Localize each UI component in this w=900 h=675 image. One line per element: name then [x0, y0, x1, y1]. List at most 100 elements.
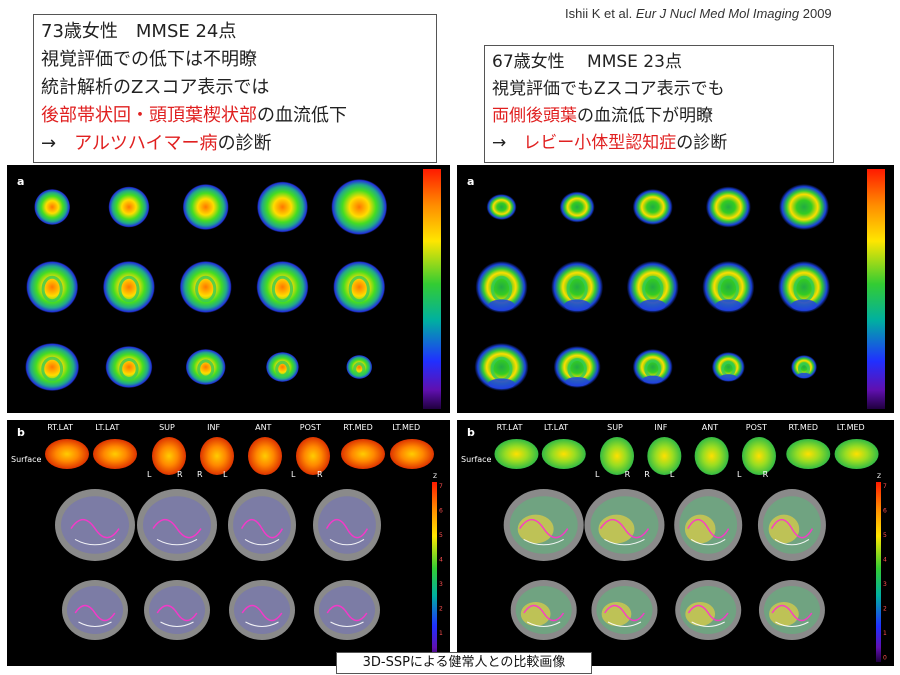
left-case-line4: 後部帯状回・頭頂葉楔状部の血流低下: [41, 102, 436, 130]
surface-view-1: [93, 439, 137, 469]
left-case-line3: 統計解析のZスコア表示では: [41, 77, 270, 98]
z-tick-1: 1: [439, 630, 443, 637]
view-label-lt-med: LT.MED: [392, 423, 420, 432]
slice-2-2: [185, 349, 226, 385]
z-tick-5: 5: [883, 532, 887, 539]
left-3dssp-panel: b Surface RT.LAT LT.LAT SUP INF ANT POST RT.MED L…: [7, 420, 450, 666]
citation: Ishii K et al. Eur J Nucl Med Mol Imagin…: [565, 6, 832, 21]
right-diagnosis-rest: の診断: [676, 133, 728, 153]
slice-1-3: [702, 261, 755, 313]
surface-view-6: [341, 439, 385, 469]
right-case-line4: → レビー小体型認知症の診断: [492, 130, 833, 157]
left-finding-rest: の血流低下: [257, 105, 347, 126]
view-label-rt-med: RT.MED: [343, 423, 373, 432]
left-diagnosis-rest: の診断: [217, 133, 272, 154]
right-finding: 両側後頭葉: [492, 106, 577, 126]
surface-view-4: [248, 437, 282, 475]
color-scale-bar: [423, 169, 441, 409]
view-label-inf: INF: [207, 423, 220, 432]
view-label-post: POST: [300, 423, 321, 432]
right-spect-slices-panel: a: [457, 165, 894, 413]
view-label-post: POST: [746, 423, 767, 432]
slice-1-3: [256, 261, 309, 313]
surface-view-3: [647, 437, 682, 475]
z-tick-0: 0: [883, 655, 887, 662]
lr-label-1: R: [625, 470, 631, 479]
slice-0-1: [108, 186, 150, 228]
z-tick-1: 1: [883, 630, 887, 637]
slice-2-4: [346, 355, 373, 379]
lr-label-2: R: [644, 470, 650, 479]
z-tick-3: 3: [439, 581, 443, 588]
slice-0-0: [34, 189, 71, 225]
left-arrow: →: [41, 133, 75, 154]
slice-0-4: [779, 184, 830, 230]
view-label-rt-med: RT.MED: [788, 423, 818, 432]
right-case-line1: 67歳女性 MMSE 23点: [492, 52, 682, 72]
view-label-rt-lat: RT.LAT: [47, 423, 73, 432]
z-tick-2: 2: [439, 606, 443, 613]
right-3dssp-image: b Surface RT.LAT LT.LAT SUP INF ANT POST RT.MED L…: [461, 423, 887, 662]
lr-label-4: L: [291, 470, 296, 479]
slice-0-3: [256, 181, 308, 233]
right-diagnosis: レビー小体型認知症: [523, 133, 677, 153]
surface-view-5: [296, 437, 330, 475]
z-tick-5: 5: [439, 532, 443, 539]
surface-view-6: [786, 439, 831, 469]
z-tick-6: 6: [439, 508, 443, 515]
lr-label-1: R: [177, 470, 183, 479]
color-scale-bar: [867, 169, 885, 409]
view-label-rt-lat: RT.LAT: [497, 423, 523, 432]
slice-2-1: [105, 346, 153, 388]
left-spect-slices-image: a: [17, 169, 441, 409]
view-label-sup: SUP: [159, 423, 175, 432]
z-tick-7: 7: [883, 483, 887, 490]
right-spect-slices-image: a: [467, 169, 885, 409]
slice-2-0: [25, 343, 80, 391]
surface-view-2: [152, 437, 186, 475]
slice-0-4: [331, 179, 388, 235]
left-spect-slices-panel: a: [7, 165, 450, 413]
surface-label: Surface: [461, 455, 492, 464]
surface-view-3: [200, 437, 234, 475]
slice-2-0: [474, 343, 529, 391]
left-case-line1: 73歳女性 MMSE 24点: [41, 21, 237, 42]
lr-label-0: L: [147, 470, 152, 479]
left-diagnosis: アルツハイマー病: [74, 133, 218, 154]
view-label-inf: INF: [654, 423, 667, 432]
z-label: Z: [877, 473, 881, 480]
right-finding-rest: の血流低下が明瞭: [577, 106, 713, 126]
slice-2-3: [711, 352, 745, 382]
slice-1-2: [626, 261, 679, 313]
right-arrow: →: [492, 133, 524, 153]
view-label-ant: ANT: [255, 423, 271, 432]
slice-0-0: [486, 194, 517, 220]
slice-1-0: [26, 261, 79, 313]
right-case-line3: 両側後頭葉の血流低下が明瞭: [492, 103, 833, 130]
left-case-description: 73歳女性 MMSE 24点 視覚評価での低下は不明瞭 統計解析のZスコア表示で…: [33, 14, 437, 163]
citation-journal: Eur J Nucl Med Mol Imaging: [635, 6, 800, 21]
slice-0-1: [559, 191, 595, 223]
surface-view-7: [834, 439, 879, 469]
lr-label-2: R: [197, 470, 203, 479]
slice-1-4: [778, 261, 831, 313]
surface-label: Surface: [11, 455, 42, 464]
lr-label-3: L: [223, 470, 228, 479]
view-label-lt-med: LT.MED: [837, 423, 865, 432]
panel-b-label: b: [17, 426, 25, 439]
slice-2-4: [791, 355, 818, 379]
lr-label-0: L: [595, 470, 600, 479]
citation-authors: Ishii K et al.: [565, 6, 633, 21]
z-tick-6: 6: [883, 508, 887, 515]
citation-year: 2009: [802, 6, 832, 21]
view-label-ant: ANT: [702, 423, 718, 432]
z-scale-bar: [432, 482, 437, 662]
z-tick-3: 3: [883, 581, 887, 588]
z-tick-7: 7: [439, 483, 443, 490]
surface-view-7: [390, 439, 434, 469]
view-label-lt-lat: LT.LAT: [95, 423, 119, 432]
z-tick-4: 4: [883, 557, 887, 564]
panel-a-label: a: [17, 175, 24, 188]
slice-0-3: [705, 186, 751, 228]
surface-view-5: [741, 437, 776, 475]
